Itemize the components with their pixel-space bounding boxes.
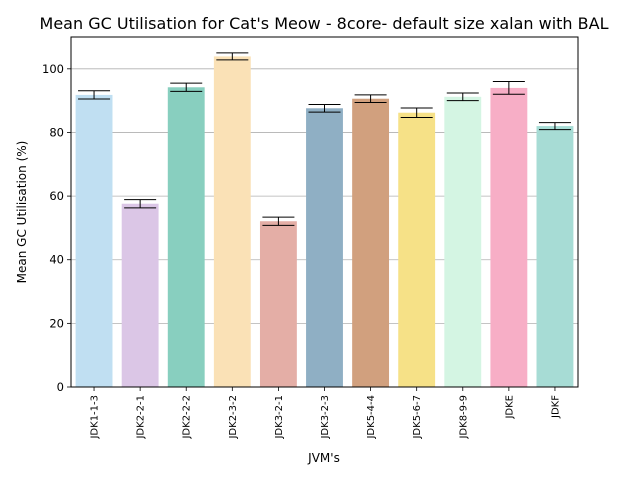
error-bar — [124, 199, 157, 209]
error-bar — [262, 216, 295, 226]
x-tick-label: JDK1-1-3 — [90, 395, 101, 440]
bars — [75, 56, 574, 388]
error-bar — [538, 122, 571, 131]
x-tick-label: JDK5-6-7 — [412, 395, 423, 440]
error-bar — [492, 81, 525, 95]
bar-jdk3-2-1 — [259, 221, 297, 387]
bar-jdk2-2-1 — [121, 203, 159, 387]
bar-jdke — [490, 87, 528, 387]
y-axis-ticks: 0 20 40 60 80 100 — [42, 62, 71, 394]
error-bar — [400, 107, 433, 118]
error-bar — [446, 92, 479, 102]
chart-title: Mean GC Utilisation for Cat's Meow - 8co… — [40, 14, 609, 33]
error-bar — [170, 82, 203, 92]
y-tick-label: 80 — [49, 125, 64, 139]
error-bar — [308, 103, 341, 113]
x-tick-label: JDK2-2-2 — [182, 395, 193, 440]
x-tick-label: JDK3-2-1 — [274, 395, 285, 440]
bar-jdk1-1-3 — [75, 94, 113, 387]
x-tick-label: JDK8-9-9 — [458, 395, 469, 440]
x-tick-label: JDK3-2-3 — [320, 395, 331, 440]
y-tick-label: 20 — [49, 316, 64, 330]
error-bar — [216, 52, 249, 61]
y-tick-label: 40 — [49, 253, 64, 267]
bar-jdk5-4-4 — [352, 98, 390, 388]
x-tick-label: JDKF — [550, 395, 561, 419]
x-tick-label: JDK5-4-4 — [366, 395, 377, 440]
bar-jdk2-3-2 — [213, 56, 251, 388]
x-tick-label: JDK2-2-1 — [136, 395, 147, 440]
y-tick-label: 60 — [49, 189, 64, 203]
bar-jdkf — [536, 126, 574, 387]
error-bar — [78, 90, 111, 100]
bar-jdk2-2-2 — [167, 87, 205, 387]
error-bar — [354, 94, 387, 104]
bar-jdk8-9-9 — [444, 96, 482, 388]
x-axis-label: JVM's — [307, 451, 340, 465]
y-tick-label: 100 — [42, 62, 64, 76]
x-tick-label: JDKE — [504, 395, 515, 420]
bar-jdk5-6-7 — [398, 112, 436, 388]
x-tick-label: JDK2-3-2 — [228, 395, 239, 440]
y-tick-label: 0 — [57, 380, 64, 394]
error-bars — [78, 52, 571, 226]
bar-jdk3-2-3 — [306, 108, 343, 387]
y-axis-label: Mean GC Utilisation (%) — [15, 141, 29, 284]
x-axis-ticks: JDK1-1-3 JDK2-2-1 JDK2-2-2 JDK2-3-2 JDK3-2-1… — [90, 387, 561, 440]
